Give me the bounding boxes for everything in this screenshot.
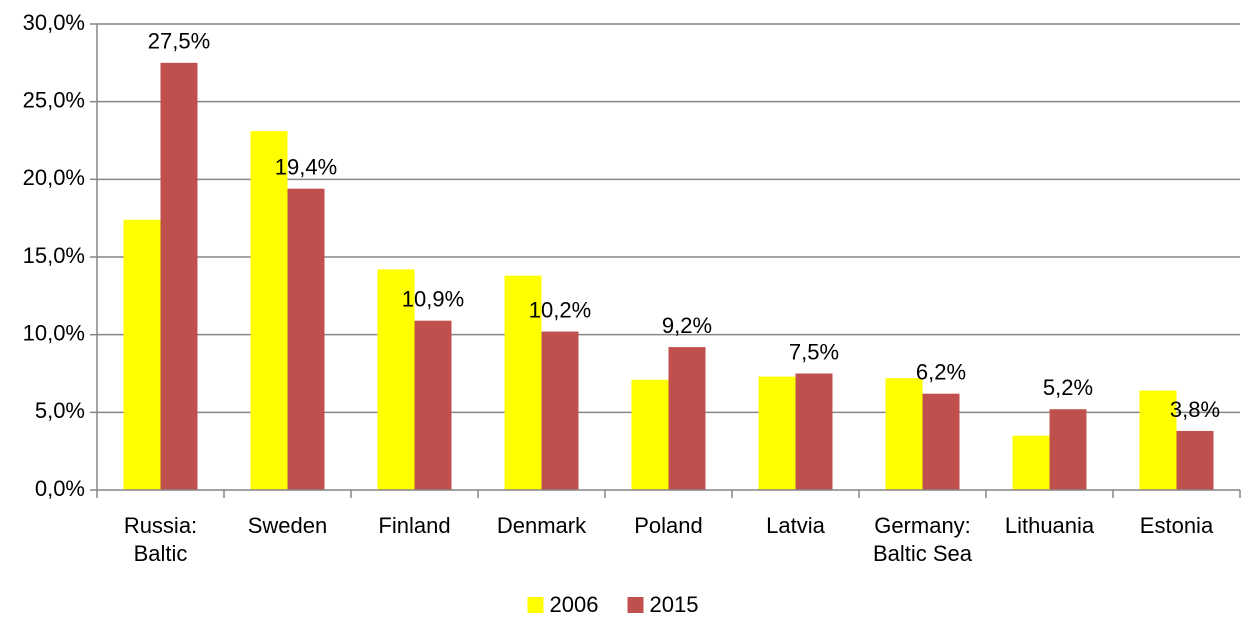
data-label: 10,2%: [529, 297, 591, 322]
x-tick-label: Estonia: [1139, 513, 1214, 538]
data-label: 5,2%: [1043, 375, 1093, 400]
bar: [758, 376, 796, 490]
bar: [287, 188, 325, 491]
bar: [541, 331, 579, 490]
bar: [631, 379, 669, 490]
data-label: 10,9%: [402, 286, 464, 311]
y-tick-label: 10,0%: [23, 320, 85, 345]
bar: [922, 393, 960, 490]
y-tick-label: 5,0%: [35, 398, 85, 423]
legend-label: 2006: [550, 592, 599, 617]
data-label: 19,4%: [275, 154, 337, 179]
bar: [504, 275, 542, 490]
legend-swatch: [627, 597, 644, 613]
legend-swatch: [527, 597, 544, 613]
x-tick-label: Lithuania: [1004, 513, 1095, 538]
data-label: 3,8%: [1170, 397, 1220, 422]
bar: [668, 347, 706, 490]
bar: [123, 219, 161, 490]
x-tick-label: Sweden: [247, 513, 328, 538]
x-tick-label: Latvia: [766, 513, 825, 538]
y-tick-label: 0,0%: [35, 476, 85, 501]
data-label: 7,5%: [789, 339, 839, 364]
data-label: 27,5%: [148, 29, 210, 54]
bar: [885, 378, 923, 490]
bar: [377, 269, 415, 490]
x-tick-label: Germany: Baltic Sea: [872, 513, 973, 566]
data-label: 6,2%: [916, 360, 966, 385]
bar: [1049, 409, 1087, 490]
x-tick-label: Poland: [634, 513, 703, 538]
bar: [414, 320, 452, 490]
x-tick-label: Finland: [378, 513, 451, 538]
bar: [250, 131, 288, 490]
legend-label: 2015: [650, 592, 699, 617]
x-tick-label: Denmark: [496, 513, 587, 538]
y-tick-label: 25,0%: [23, 87, 85, 112]
y-tick-label: 20,0%: [23, 165, 85, 190]
bar: [1139, 390, 1177, 490]
bar: [1176, 430, 1214, 490]
y-tick-label: 15,0%: [23, 243, 85, 268]
x-tick-label: Russia: Baltic: [123, 513, 198, 566]
y-tick-label: 30,0%: [23, 10, 85, 35]
bar: [795, 373, 833, 490]
data-label: 9,2%: [662, 313, 712, 338]
bar: [160, 62, 198, 490]
bar: [1012, 435, 1050, 490]
